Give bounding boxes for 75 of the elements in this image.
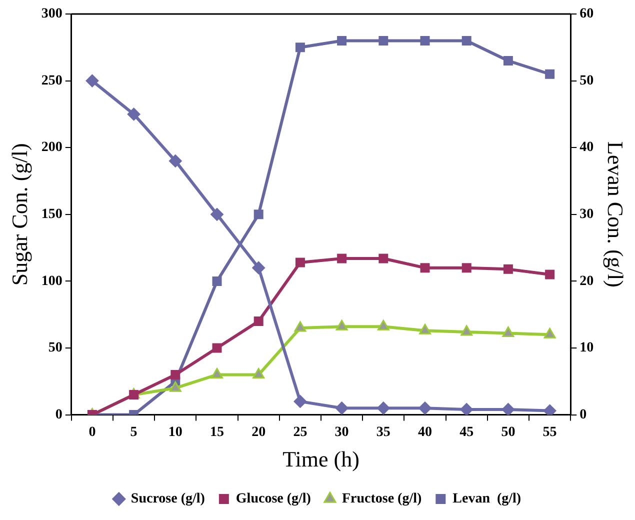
- point: [168, 154, 182, 168]
- y-tick-label: 250: [41, 73, 62, 88]
- y2-tick-label: 10: [580, 340, 594, 356]
- y2-axis-title: Levan Con. (g/l): [603, 141, 628, 288]
- point: [502, 326, 514, 338]
- point: [127, 108, 140, 121]
- point: [254, 316, 264, 326]
- point: [294, 321, 306, 332]
- x-tick-label: 35: [376, 424, 390, 440]
- point: [502, 402, 515, 415]
- y-tick-label: 100: [41, 274, 62, 289]
- point: [86, 74, 99, 88]
- x-tick-label: 15: [210, 424, 224, 440]
- point: [337, 254, 347, 264]
- point: [211, 368, 223, 378]
- point: [420, 263, 430, 273]
- point: [336, 320, 348, 330]
- x-tick-label: 50: [501, 424, 516, 440]
- x-tick-label: 55: [542, 424, 557, 440]
- point: [377, 320, 390, 330]
- point: [378, 36, 388, 46]
- x-tick-label: 45: [460, 424, 474, 440]
- point: [503, 56, 513, 66]
- point: [503, 264, 513, 274]
- x-axis-title: Time (h): [282, 446, 360, 472]
- y2-tick-label: 40: [580, 140, 594, 156]
- x-tick-label: 30: [334, 424, 349, 440]
- point: [212, 276, 222, 286]
- y-tick-label: 300: [41, 6, 62, 22]
- point: [462, 263, 472, 273]
- point: [252, 368, 265, 378]
- point: [335, 402, 348, 415]
- point: [418, 402, 432, 415]
- legend-label: Sucrose (g/l): [130, 492, 206, 507]
- point: [460, 402, 474, 415]
- point: [294, 394, 307, 408]
- y2-tick-label: 20: [580, 274, 594, 289]
- point: [254, 210, 264, 220]
- x-tick-label: 10: [168, 424, 182, 440]
- point: [543, 404, 556, 415]
- x-tick-label: 0: [88, 424, 96, 440]
- x-tick-label: 5: [130, 424, 138, 440]
- point: [252, 261, 266, 274]
- point: [212, 343, 222, 353]
- point: [295, 42, 305, 52]
- legend-label: Fructose (g/l): [342, 492, 422, 507]
- point: [460, 325, 473, 336]
- point: [169, 381, 182, 392]
- point: [544, 328, 556, 338]
- point: [420, 36, 430, 46]
- point: [545, 69, 555, 79]
- point: [419, 324, 431, 334]
- y-tick-label: 150: [41, 207, 62, 222]
- legend-label: Glucose (g/l): [236, 492, 312, 507]
- legend-label: Levan (g/l): [452, 492, 522, 507]
- y-axis-title: Sugar Con. (g/l): [6, 143, 32, 286]
- y2-tick-label: 30: [580, 207, 594, 222]
- x-tick-label: 40: [418, 424, 432, 440]
- point: [295, 258, 305, 268]
- point: [129, 390, 139, 400]
- y-tick-label: 200: [41, 140, 62, 156]
- y-tick-label: 0: [55, 407, 62, 422]
- x-tick-label: 25: [293, 424, 308, 440]
- point: [210, 208, 224, 221]
- point: [545, 270, 555, 280]
- point: [337, 36, 347, 46]
- point: [170, 370, 180, 380]
- point: [462, 36, 472, 46]
- point: [376, 402, 390, 415]
- y2-tick-label: 50: [580, 73, 594, 88]
- y2-tick-label: 60: [580, 6, 594, 22]
- x-tick-label: 20: [252, 424, 266, 440]
- y-tick-label: 50: [48, 340, 62, 356]
- point: [378, 254, 388, 264]
- y2-tick-label: 0: [580, 407, 587, 422]
